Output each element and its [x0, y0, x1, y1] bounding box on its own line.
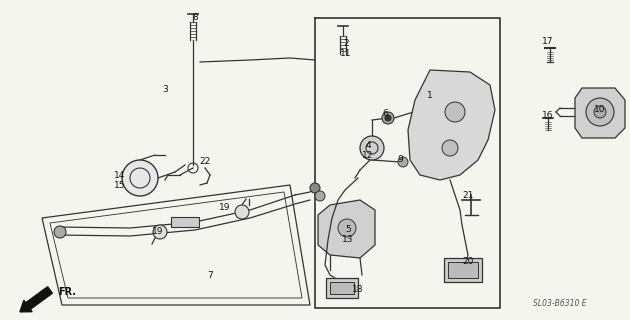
- Circle shape: [398, 157, 408, 167]
- Circle shape: [153, 225, 167, 239]
- Text: 15: 15: [114, 180, 126, 189]
- Bar: [448, 262, 478, 278]
- Circle shape: [586, 98, 614, 126]
- Text: 22: 22: [199, 157, 210, 166]
- Text: SL03-B6310 E: SL03-B6310 E: [533, 299, 587, 308]
- Text: 10: 10: [594, 106, 606, 115]
- Circle shape: [385, 115, 391, 121]
- Text: 16: 16: [542, 110, 554, 119]
- Text: 3: 3: [162, 85, 168, 94]
- Bar: [171, 217, 199, 227]
- Circle shape: [594, 106, 606, 118]
- Text: 19: 19: [219, 203, 231, 212]
- Bar: [330, 282, 354, 294]
- Circle shape: [442, 140, 458, 156]
- Text: 13: 13: [342, 236, 354, 244]
- Text: 17: 17: [542, 37, 554, 46]
- Text: 21: 21: [462, 190, 474, 199]
- Text: 14: 14: [114, 171, 126, 180]
- Text: 20: 20: [462, 258, 474, 267]
- Text: 19: 19: [152, 228, 164, 236]
- Circle shape: [54, 226, 66, 238]
- Text: 7: 7: [207, 270, 213, 279]
- Polygon shape: [575, 88, 625, 138]
- Text: 6: 6: [382, 108, 388, 117]
- Circle shape: [382, 112, 394, 124]
- Circle shape: [338, 219, 356, 237]
- Text: 11: 11: [340, 49, 352, 58]
- Text: 5: 5: [345, 226, 351, 235]
- Circle shape: [122, 160, 158, 196]
- Circle shape: [315, 191, 325, 201]
- Bar: [326, 278, 358, 298]
- Circle shape: [445, 102, 465, 122]
- Text: 1: 1: [427, 91, 433, 100]
- Text: FR.: FR.: [58, 287, 76, 297]
- FancyArrow shape: [20, 287, 52, 312]
- Text: 8: 8: [192, 13, 198, 22]
- Circle shape: [235, 205, 249, 219]
- Bar: [444, 258, 482, 282]
- Polygon shape: [408, 70, 495, 180]
- Text: 4: 4: [365, 140, 371, 149]
- Text: 9: 9: [397, 156, 403, 164]
- Polygon shape: [318, 200, 375, 258]
- Circle shape: [360, 136, 384, 160]
- Text: 18: 18: [352, 285, 364, 294]
- Circle shape: [310, 183, 320, 193]
- Text: 12: 12: [362, 150, 374, 159]
- Text: 2: 2: [343, 38, 349, 47]
